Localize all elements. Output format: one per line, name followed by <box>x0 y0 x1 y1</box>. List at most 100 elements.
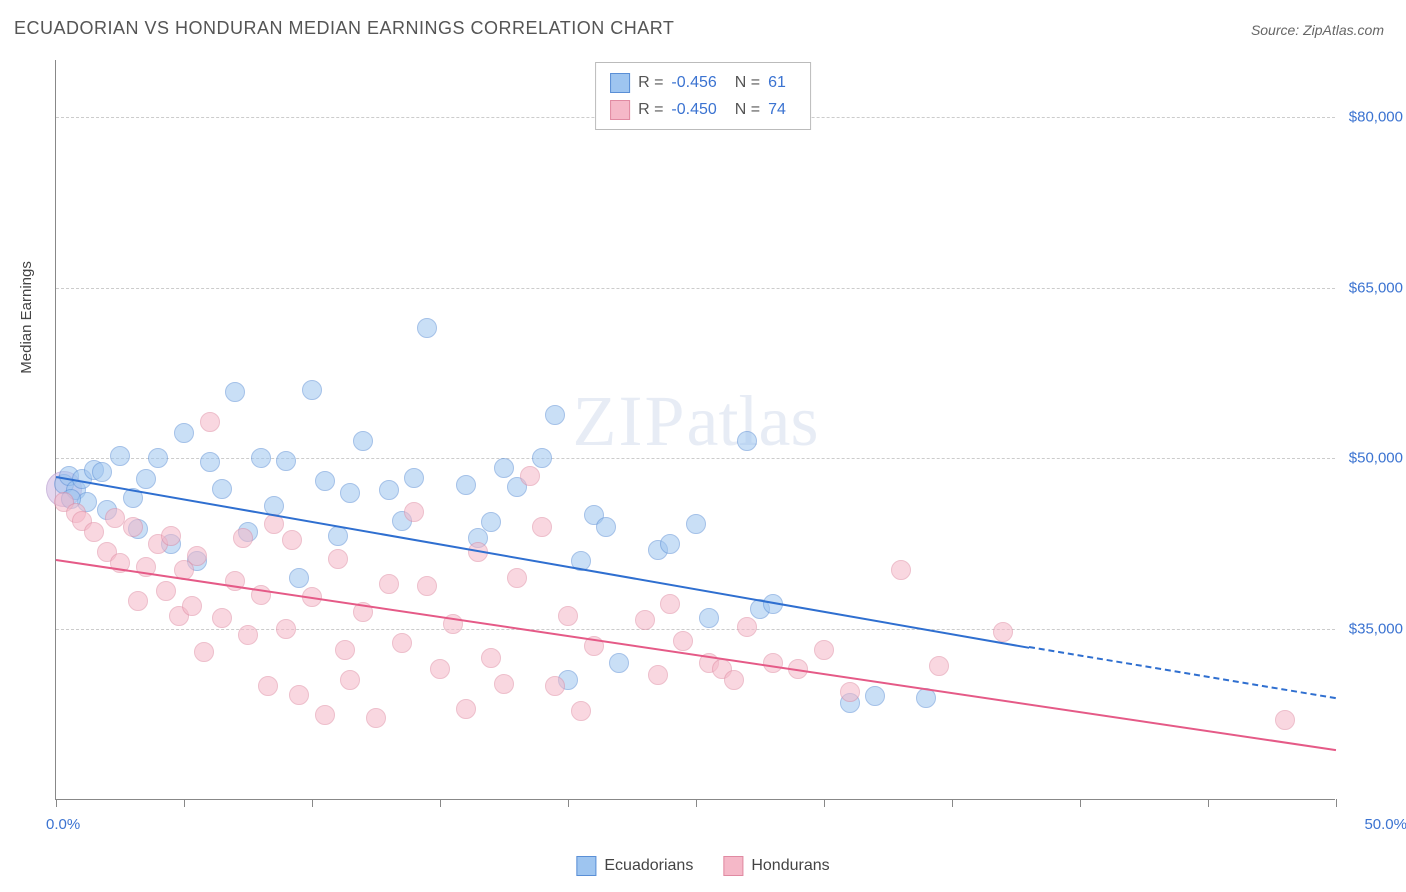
y-tick-label: $50,000 <box>1349 450 1403 467</box>
r-value-ecuadorians: -0.456 <box>671 69 716 96</box>
data-point <box>353 431 373 451</box>
data-point <box>161 526 181 546</box>
data-point <box>660 594 680 614</box>
data-point <box>335 640 355 660</box>
x-tick <box>952 799 953 807</box>
legend-swatch-ecuadorians <box>610 73 630 93</box>
x-tick <box>568 799 569 807</box>
x-tick <box>184 799 185 807</box>
data-point <box>840 682 860 702</box>
data-point <box>187 546 207 566</box>
data-point <box>328 549 348 569</box>
x-tick <box>440 799 441 807</box>
data-point <box>494 674 514 694</box>
data-point <box>315 471 335 491</box>
y-axis-title: Median Earnings <box>18 261 35 374</box>
data-point <box>289 568 309 588</box>
y-tick-label: $35,000 <box>1349 621 1403 638</box>
data-point <box>481 512 501 532</box>
gridline <box>56 458 1335 459</box>
data-point <box>545 676 565 696</box>
data-point <box>238 625 258 645</box>
x-tick <box>1208 799 1209 807</box>
data-point <box>156 581 176 601</box>
x-label-max: 50.0% <box>1364 816 1406 833</box>
data-point <box>194 642 214 662</box>
data-point <box>571 701 591 721</box>
legend-item-hondurans: Hondurans <box>723 856 829 876</box>
data-point <box>763 653 783 673</box>
legend-series: Ecuadorians Hondurans <box>576 856 829 876</box>
data-point <box>282 530 302 550</box>
data-point <box>340 483 360 503</box>
legend-swatch-icon <box>723 856 743 876</box>
data-point <box>276 451 296 471</box>
data-point <box>404 468 424 488</box>
data-point <box>366 708 386 728</box>
data-point <box>302 380 322 400</box>
gridline <box>56 288 1335 289</box>
data-point <box>417 318 437 338</box>
data-point <box>379 480 399 500</box>
y-tick-label: $65,000 <box>1349 279 1403 296</box>
data-point <box>212 608 232 628</box>
data-point <box>891 560 911 580</box>
data-point <box>392 633 412 653</box>
legend-swatch-hondurans <box>610 100 630 120</box>
data-point <box>225 382 245 402</box>
x-tick <box>696 799 697 807</box>
data-point <box>507 568 527 588</box>
data-point <box>404 502 424 522</box>
n-value-ecuadorians: 61 <box>768 69 786 96</box>
data-point <box>686 514 706 534</box>
data-point <box>635 610 655 630</box>
legend-swatch-icon <box>576 856 596 876</box>
data-point <box>110 446 130 466</box>
data-point <box>315 705 335 725</box>
data-point <box>212 479 232 499</box>
x-label-min: 0.0% <box>46 816 80 833</box>
data-point <box>865 686 885 706</box>
data-point <box>430 659 450 679</box>
data-point <box>136 469 156 489</box>
chart-container: ECUADORIAN VS HONDURAN MEDIAN EARNINGS C… <box>0 0 1406 892</box>
plot-area: ZIPatlas $35,000$50,000$65,000$80,0000.0… <box>55 60 1335 800</box>
data-point <box>814 640 834 660</box>
data-point <box>558 606 578 626</box>
data-point <box>84 522 104 542</box>
data-point <box>200 452 220 472</box>
data-point <box>123 517 143 537</box>
data-point <box>128 591 148 611</box>
y-tick-label: $80,000 <box>1349 108 1403 125</box>
data-point <box>417 576 437 596</box>
data-point <box>609 653 629 673</box>
data-point <box>276 619 296 639</box>
data-point <box>328 526 348 546</box>
data-point <box>737 617 757 637</box>
legend-correlation: R = -0.456 N = 61 R = -0.450 N = 74 <box>595 62 811 130</box>
chart-title: ECUADORIAN VS HONDURAN MEDIAN EARNINGS C… <box>14 18 674 39</box>
data-point <box>92 462 112 482</box>
data-point <box>520 466 540 486</box>
source-label: Source: ZipAtlas.com <box>1251 22 1384 38</box>
legend-item-ecuadorians: Ecuadorians <box>576 856 693 876</box>
data-point <box>993 622 1013 642</box>
legend-row-ecuadorians: R = -0.456 N = 61 <box>610 69 796 96</box>
r-value-hondurans: -0.450 <box>671 96 716 123</box>
watermark: ZIPatlas <box>573 380 819 463</box>
data-point <box>545 405 565 425</box>
data-point <box>200 412 220 432</box>
data-point <box>737 431 757 451</box>
data-point <box>182 596 202 616</box>
x-tick <box>56 799 57 807</box>
n-value-hondurans: 74 <box>768 96 786 123</box>
data-point <box>673 631 693 651</box>
x-tick <box>824 799 825 807</box>
data-point <box>532 517 552 537</box>
data-point <box>148 448 168 468</box>
data-point <box>456 475 476 495</box>
data-point <box>699 608 719 628</box>
data-point <box>379 574 399 594</box>
x-tick <box>1080 799 1081 807</box>
data-point <box>1275 710 1295 730</box>
